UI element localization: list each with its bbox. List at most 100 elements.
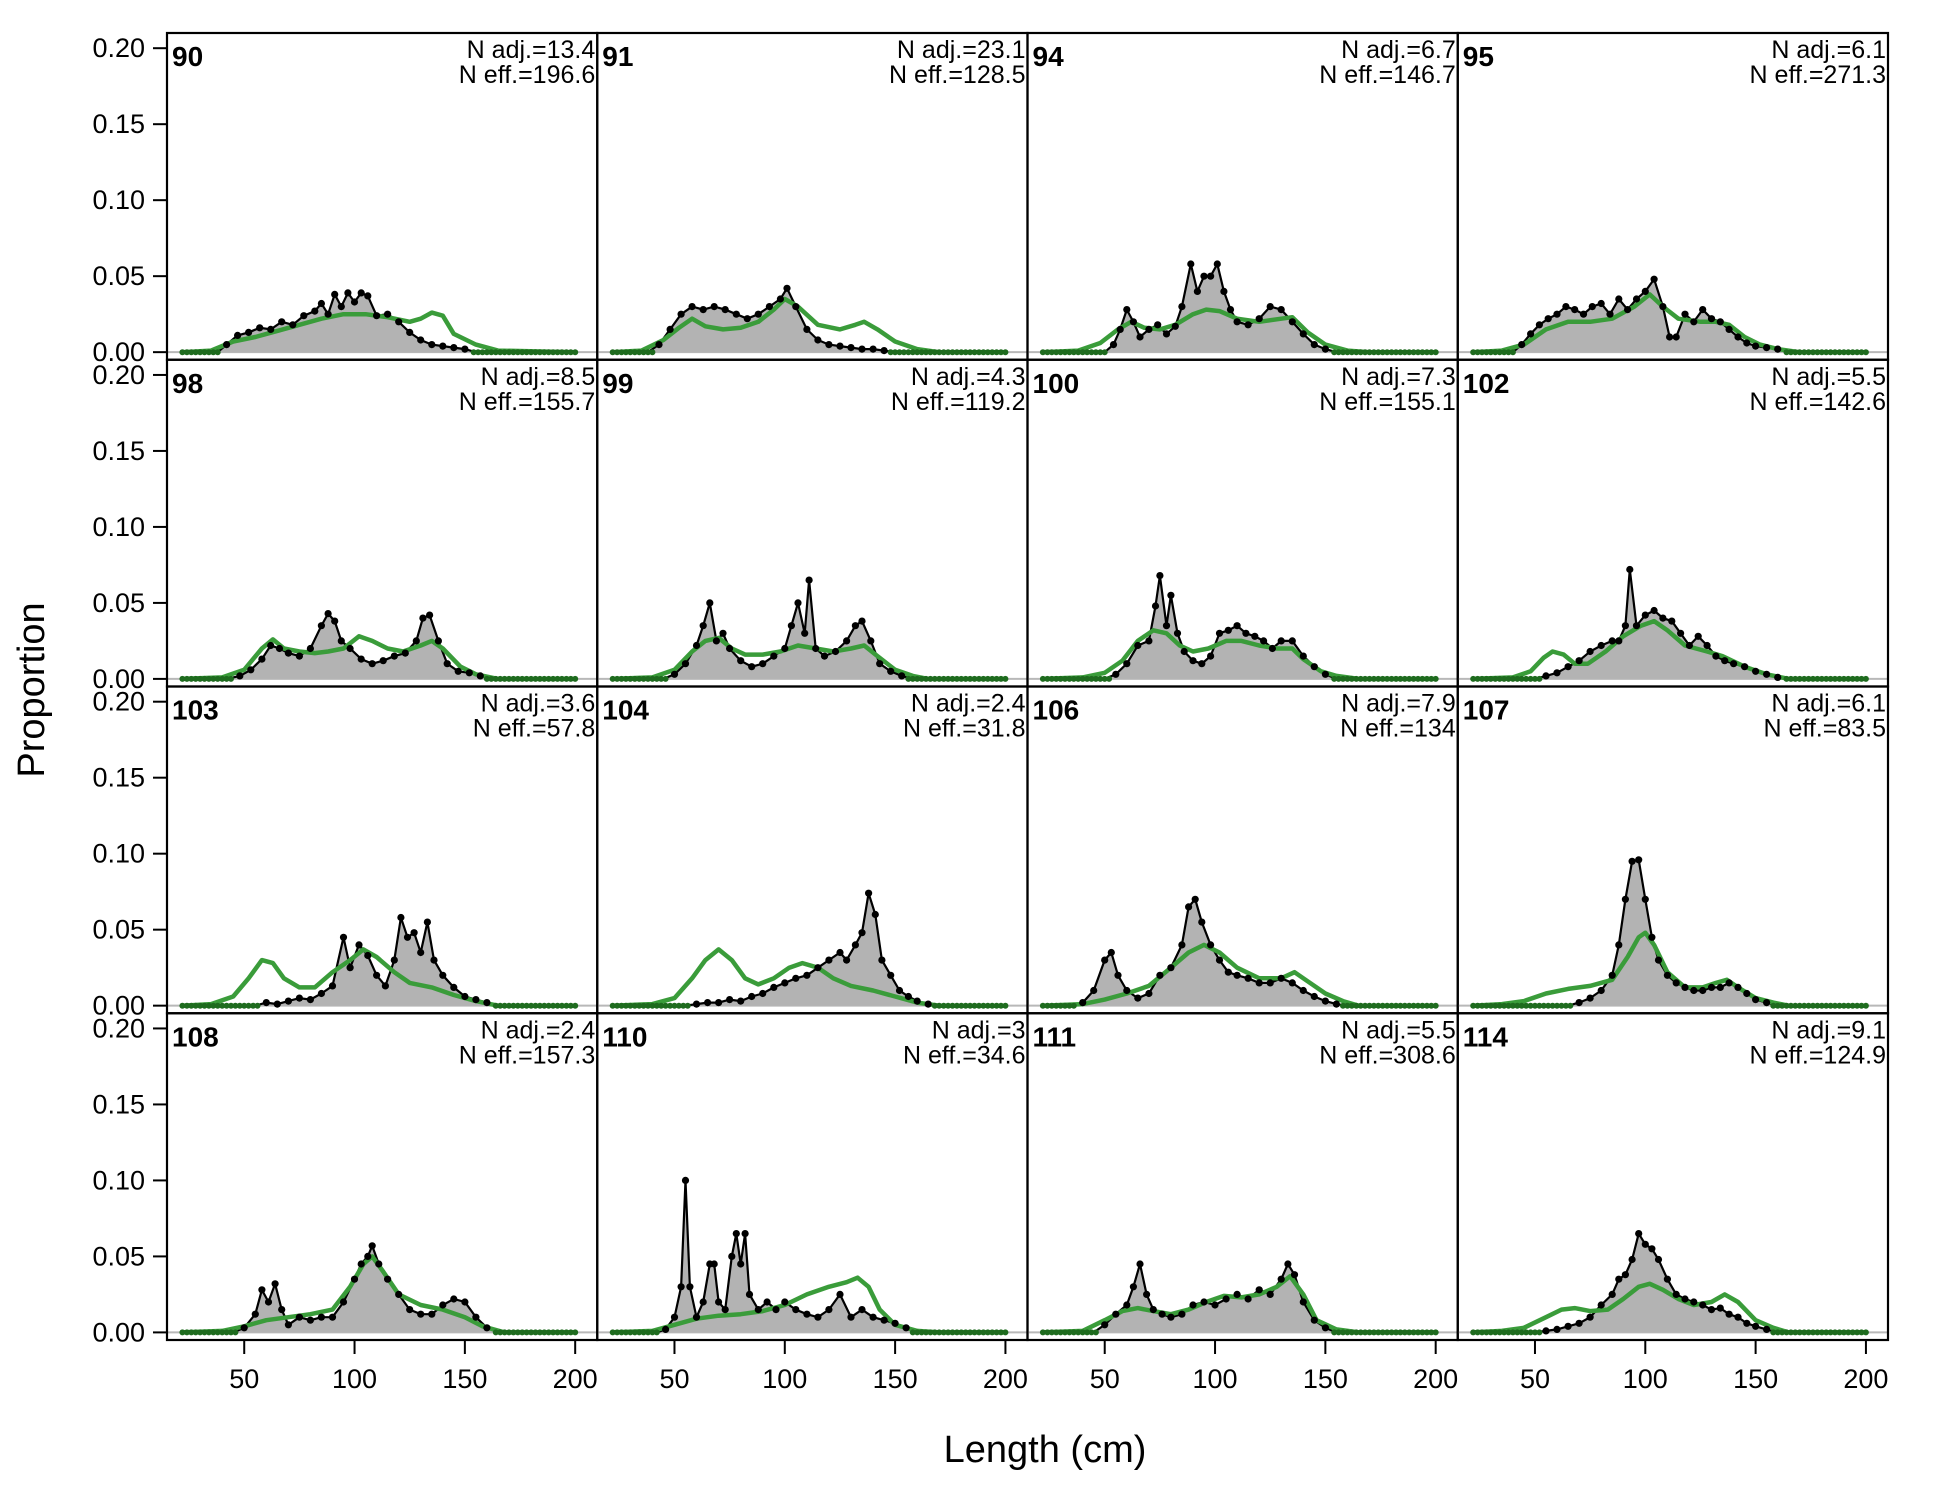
zero-point <box>1097 675 1104 682</box>
observed-point <box>428 1310 436 1318</box>
observed-point <box>1663 1275 1671 1283</box>
zero-point <box>1079 1329 1086 1336</box>
zero-point <box>501 675 508 682</box>
zero-point <box>519 1329 526 1336</box>
zero-point <box>1823 1329 1830 1336</box>
zero-point <box>945 349 952 356</box>
zero-point <box>545 675 552 682</box>
panel-98: 98 N adj.=8.5N eff.=155.7 <box>165 358 599 688</box>
zero-point <box>649 675 656 682</box>
observed-point <box>871 910 879 919</box>
observed-point <box>439 1301 447 1309</box>
zero-point <box>909 349 916 356</box>
observed-point <box>428 341 436 349</box>
observed-point <box>721 1306 729 1314</box>
observed-point <box>737 997 745 1005</box>
zero-point <box>1353 1002 1360 1009</box>
panel-111: 111 N adj.=5.5N eff.=308.6 <box>1026 1012 1459 1342</box>
observed-point <box>1134 641 1142 650</box>
zero-point <box>514 1329 521 1336</box>
observed-point <box>1266 1290 1274 1298</box>
observed-point <box>1145 989 1153 998</box>
observed-point <box>1743 1319 1751 1327</box>
observed-point <box>924 1000 932 1008</box>
zero-point <box>250 1002 257 1009</box>
n-adj-label: N adj.=6.1 <box>1771 36 1886 64</box>
zero-point <box>1562 1002 1569 1009</box>
zero-point <box>1814 1329 1821 1336</box>
observed-point <box>677 1283 685 1291</box>
x-axis-title: Length (cm) <box>944 1429 1147 1471</box>
y-tick-label: 0.20 <box>92 360 145 390</box>
zero-point <box>528 675 535 682</box>
zero-point <box>523 1329 530 1336</box>
observed-point <box>1752 1322 1760 1330</box>
zero-point <box>636 675 643 682</box>
observed-point <box>1615 295 1623 303</box>
observed-point <box>1641 611 1649 619</box>
zero-point <box>1393 349 1399 356</box>
zero-point <box>1858 1002 1865 1009</box>
expected-line <box>612 635 1006 682</box>
zero-point <box>558 1329 565 1336</box>
zero-point <box>1348 349 1355 356</box>
observed-point <box>865 889 873 897</box>
observed-point <box>1628 1255 1636 1264</box>
zero-point <box>1428 1329 1435 1336</box>
observed-point <box>472 996 480 1004</box>
observed-point <box>1310 663 1318 671</box>
zero-point <box>609 675 616 682</box>
zero-point <box>545 1002 552 1009</box>
zero-point <box>1092 1329 1099 1336</box>
zero-point <box>572 1002 579 1009</box>
y-tick-label: 0.10 <box>92 1165 145 1195</box>
observed-point <box>1666 333 1674 341</box>
observed-point <box>712 637 721 645</box>
observed-point <box>1721 657 1729 665</box>
observed-point <box>1244 1295 1252 1303</box>
zero-point <box>976 1002 982 1009</box>
zero-point <box>1505 1002 1512 1009</box>
zero-point <box>1487 349 1494 356</box>
zero-point <box>614 1329 621 1336</box>
observed-point <box>245 328 253 336</box>
zero-point <box>1344 675 1351 682</box>
observed-point <box>754 1306 762 1314</box>
observed-area <box>1042 264 1436 353</box>
zero-point <box>1044 349 1051 356</box>
zero-point <box>927 349 934 356</box>
observed-point <box>1222 1295 1230 1303</box>
observed-area <box>1042 899 1436 1006</box>
zero-point <box>627 1329 634 1336</box>
zero-point <box>554 1329 561 1336</box>
zero-point <box>1375 1329 1382 1336</box>
observed-area <box>612 580 1006 679</box>
observed-point <box>306 1316 314 1324</box>
zero-point <box>563 1329 570 1336</box>
zero-point <box>501 1002 508 1009</box>
observed-point <box>1654 956 1663 964</box>
y-tick-label: 0.20 <box>92 687 145 717</box>
observed-point <box>1741 663 1749 671</box>
zero-point <box>1487 675 1494 682</box>
observed-point <box>1332 1000 1340 1008</box>
zero-point <box>645 349 651 356</box>
zero-point <box>653 675 660 682</box>
observed-point <box>781 644 789 653</box>
observed-point <box>1207 272 1215 280</box>
y-axis-title: Proportion <box>11 602 53 777</box>
zero-point <box>645 1329 651 1336</box>
expected-line <box>182 634 576 682</box>
observed-point <box>273 1000 281 1008</box>
x-tick-label: 150 <box>1733 1364 1778 1394</box>
zero-point <box>219 1329 226 1336</box>
zero-point <box>936 675 943 682</box>
observed-point <box>887 667 895 675</box>
zero-point <box>1496 1002 1503 1009</box>
zero-point <box>1092 349 1099 356</box>
zero-point <box>497 1329 504 1336</box>
observed-point <box>825 956 833 964</box>
zero-point <box>475 349 482 356</box>
observed-point <box>384 1275 392 1283</box>
observed-point <box>1167 964 1175 972</box>
